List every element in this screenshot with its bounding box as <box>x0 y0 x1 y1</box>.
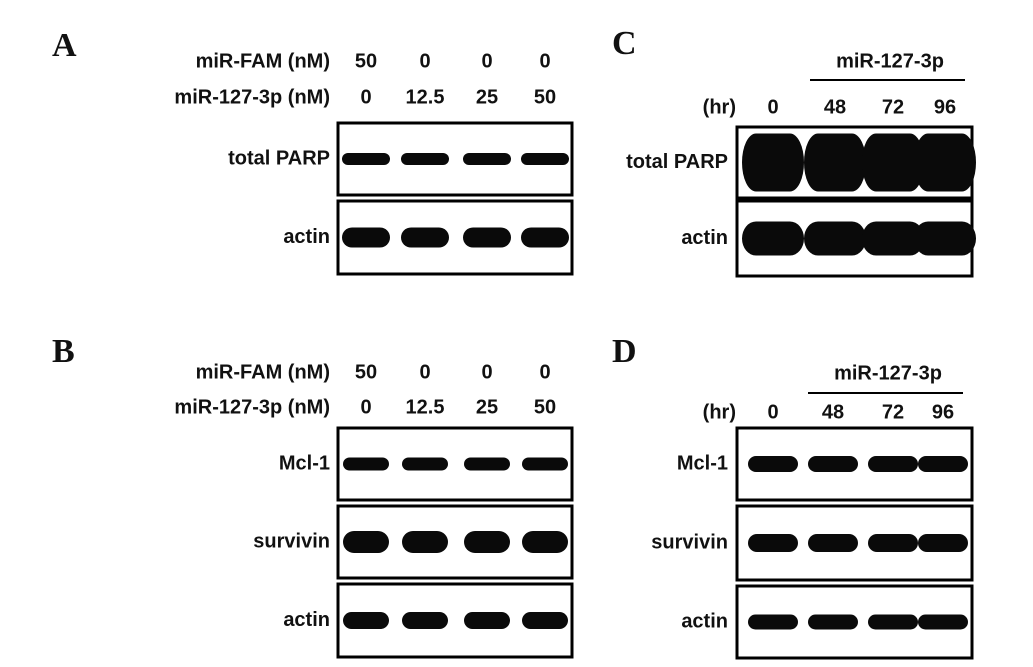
blot-label: total PARP <box>626 151 728 173</box>
treatment-label: miR-127-3p <box>836 50 944 72</box>
band <box>522 612 568 629</box>
band <box>521 153 569 165</box>
band <box>402 531 448 553</box>
blot-label: total PARP <box>228 147 330 169</box>
condition-value: 50 <box>355 50 377 72</box>
band <box>343 531 389 553</box>
band <box>343 612 389 629</box>
band <box>464 457 510 471</box>
condition-value: 25 <box>476 86 498 108</box>
band <box>748 614 798 630</box>
time-value: 0 <box>767 401 778 423</box>
band <box>914 221 976 256</box>
band <box>401 153 449 165</box>
time-value: 72 <box>882 401 904 423</box>
condition-value: 50 <box>534 396 556 418</box>
band <box>808 456 858 472</box>
condition-value: 12.5 <box>406 86 445 108</box>
time-value: 72 <box>882 96 904 118</box>
condition-name: miR-FAM (nM) <box>196 50 330 72</box>
band <box>464 612 510 629</box>
band <box>804 133 866 192</box>
band <box>522 457 568 471</box>
band <box>742 133 804 192</box>
band <box>521 227 569 248</box>
band <box>742 221 804 256</box>
band <box>748 456 798 472</box>
panel-label: B <box>52 333 75 370</box>
blot-label: actin <box>681 610 728 632</box>
band <box>402 612 448 629</box>
blot-label: survivin <box>651 531 728 553</box>
condition-value: 0 <box>539 361 550 383</box>
condition-name: miR-127-3p (nM) <box>174 396 330 418</box>
band <box>862 221 924 256</box>
band <box>463 153 511 165</box>
condition-value: 50 <box>355 361 377 383</box>
condition-value: 25 <box>476 396 498 418</box>
band <box>463 227 511 248</box>
panel-label: C <box>612 25 637 62</box>
band <box>808 614 858 630</box>
band <box>868 456 918 472</box>
blot-label: actin <box>283 609 330 631</box>
band <box>522 531 568 553</box>
band <box>918 534 968 552</box>
condition-value: 0 <box>419 50 430 72</box>
band <box>464 531 510 553</box>
time-value: 48 <box>824 96 846 118</box>
band <box>808 534 858 552</box>
time-unit: (hr) <box>703 96 736 118</box>
blot-label: actin <box>681 227 728 249</box>
band <box>402 457 448 471</box>
band <box>868 614 918 630</box>
condition-name: miR-127-3p (nM) <box>174 86 330 108</box>
condition-value: 0 <box>360 86 371 108</box>
treatment-label: miR-127-3p <box>834 362 942 384</box>
blot-label: survivin <box>253 530 330 552</box>
band <box>918 456 968 472</box>
band <box>342 153 390 165</box>
condition-value: 0 <box>539 50 550 72</box>
time-unit: (hr) <box>703 401 736 423</box>
band <box>343 457 389 471</box>
band <box>914 133 976 192</box>
blot-label: Mcl-1 <box>279 452 330 474</box>
band <box>342 227 390 248</box>
panel-label: D <box>612 333 637 370</box>
time-value: 96 <box>932 401 954 423</box>
band <box>918 614 968 630</box>
condition-value: 50 <box>534 86 556 108</box>
time-value: 96 <box>934 96 956 118</box>
condition-value: 0 <box>481 361 492 383</box>
band <box>862 133 924 192</box>
band <box>401 227 449 248</box>
band <box>868 534 918 552</box>
time-value: 0 <box>767 96 778 118</box>
condition-value: 0 <box>419 361 430 383</box>
band <box>748 534 798 552</box>
condition-value: 0 <box>481 50 492 72</box>
condition-value: 12.5 <box>406 396 445 418</box>
condition-name: miR-FAM (nM) <box>196 361 330 383</box>
condition-value: 0 <box>360 396 371 418</box>
panel-label: A <box>52 27 77 64</box>
time-value: 48 <box>822 401 844 423</box>
band <box>804 221 866 256</box>
blot-label: actin <box>283 226 330 248</box>
blot-label: Mcl-1 <box>677 452 728 474</box>
